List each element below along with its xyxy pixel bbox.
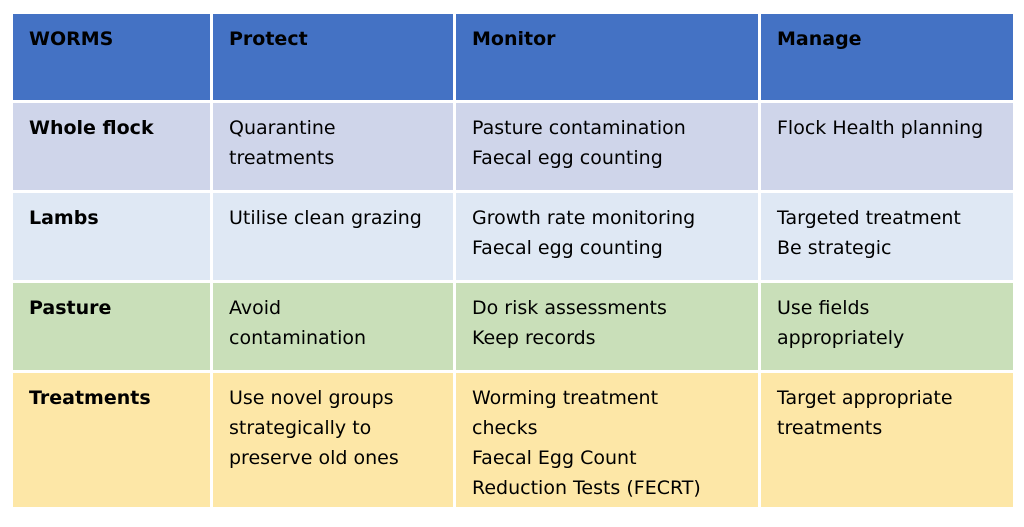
cell-text: Target appropriate: [777, 387, 953, 409]
cell-text: Growth rate monitoring: [472, 207, 696, 229]
table-cell: Do risk assessments Keep records: [456, 283, 758, 370]
table-cell: Use fields appropriately: [761, 283, 1013, 370]
cell-text: Targeted treatment: [777, 207, 961, 229]
header-text: Manage: [777, 28, 862, 50]
cell-text: Use fields: [777, 297, 870, 319]
row-label-cell: Pasture: [13, 283, 210, 370]
cell-text: Whole flock: [29, 117, 154, 139]
cell-text: Pasture contamination: [472, 117, 686, 139]
header-cell: Manage: [761, 14, 1013, 100]
cell-text: Lambs: [29, 207, 99, 229]
table-cell: Flock Health planning: [761, 103, 1013, 190]
cell-text: Pasture: [29, 297, 112, 319]
worms-table: WORMS Protect Monitor Manage Whole flock Quar…: [13, 14, 1013, 507]
cell-text: Use novel groups: [229, 387, 394, 409]
header-text: WORMS: [29, 28, 114, 50]
table-cell: Growth rate monitoring Faecal egg countin…: [456, 193, 758, 280]
row-label-cell: Treatments: [13, 373, 210, 507]
cell-text: strategically to: [229, 417, 372, 439]
table-cell: Target appropriate treatments: [761, 373, 1013, 507]
header-text: Monitor: [472, 28, 556, 50]
header-text: Protect: [229, 28, 308, 50]
cell-text: preserve old ones: [229, 447, 399, 469]
cell-text: Faecal egg counting: [472, 237, 663, 259]
table-cell: Use novel groups strategically to preserve…: [213, 373, 453, 507]
table-cell: Targeted treatment Be strategic: [761, 193, 1013, 280]
header-cell: WORMS: [13, 14, 210, 100]
header-cell: Monitor: [456, 14, 758, 100]
row-label-cell: Lambs: [13, 193, 210, 280]
header-cell: Protect: [213, 14, 453, 100]
table-cell: Pasture contamination Faecal egg counting: [456, 103, 758, 190]
cell-text: Avoid: [229, 297, 282, 319]
cell-text: Worming treatment: [472, 387, 659, 409]
row-label-cell: Whole flock: [13, 103, 210, 190]
cell-text: treatments: [777, 417, 883, 439]
cell-text: Reduction Tests (FECRT): [472, 477, 701, 499]
cell-text: contamination: [229, 327, 367, 349]
cell-text: checks: [472, 417, 538, 439]
cell-text: treatments: [229, 147, 335, 169]
cell-text: Quarantine: [229, 117, 336, 139]
cell-text: Do risk assessments: [472, 297, 667, 319]
cell-text: Be strategic: [777, 237, 892, 259]
cell-text: Treatments: [29, 387, 151, 409]
cell-text: Faecal egg counting: [472, 147, 663, 169]
table-cell: Avoid contamination: [213, 283, 453, 370]
cell-text: Flock Health planning: [777, 117, 984, 139]
cell-text: Faecal Egg Count: [472, 447, 637, 469]
table-cell: Worming treatment checks Faecal Egg Count R…: [456, 373, 758, 507]
cell-text: Utilise clean grazing: [229, 207, 422, 229]
cell-text: appropriately: [777, 327, 905, 349]
table-cell: Quarantine treatments: [213, 103, 453, 190]
table-cell: Utilise clean grazing: [213, 193, 453, 280]
cell-text: Keep records: [472, 327, 596, 349]
